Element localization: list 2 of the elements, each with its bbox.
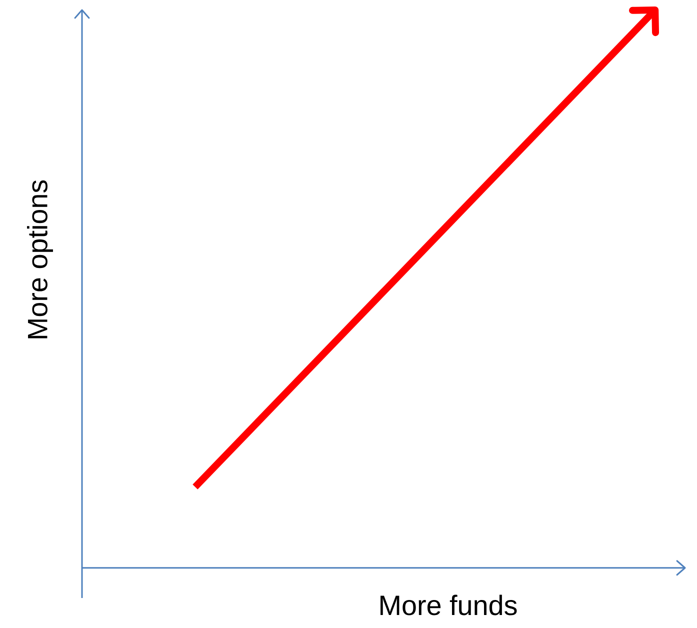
x-axis-title: More funds (380, 594, 517, 616)
y-axis-title: More options (27, 180, 53, 338)
